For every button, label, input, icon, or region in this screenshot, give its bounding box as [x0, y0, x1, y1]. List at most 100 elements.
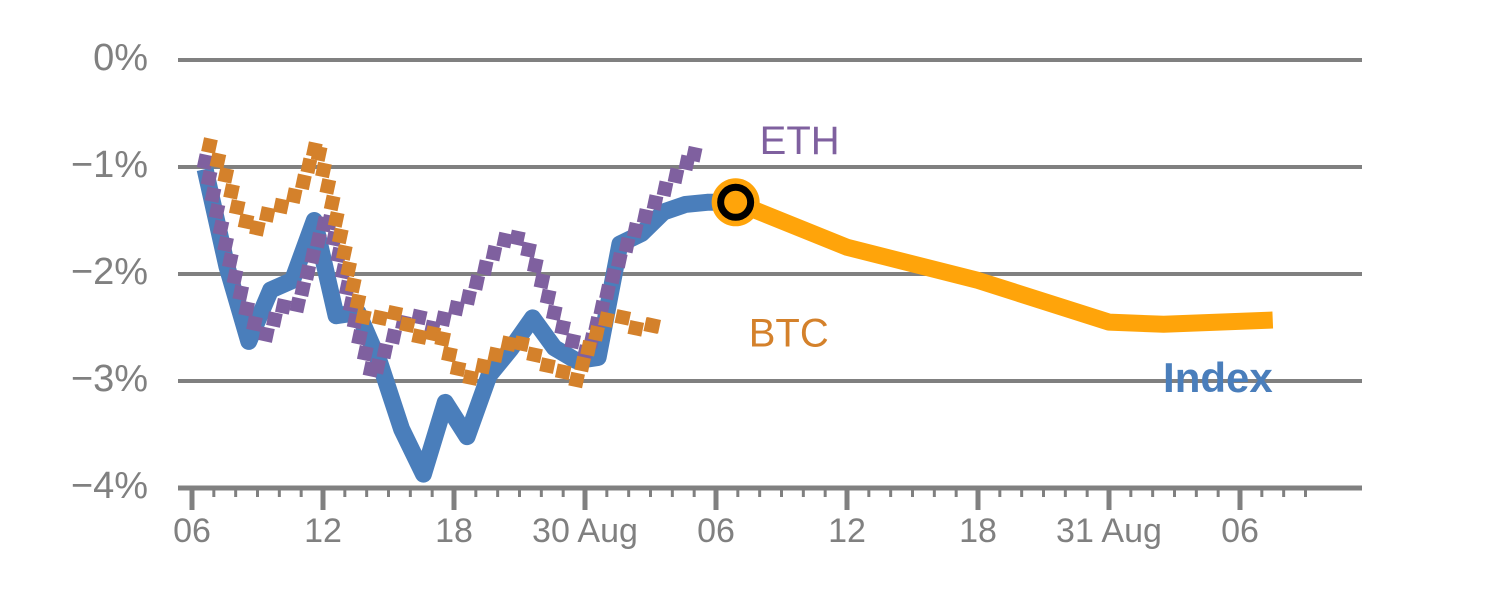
y-axis-tick-labels: 0% −1% −2% −3% −4% [71, 37, 148, 507]
series-dot [349, 293, 367, 310]
series-dot [533, 272, 551, 290]
series-dot [460, 289, 477, 306]
series-dot [299, 264, 316, 281]
series-dot [386, 304, 404, 322]
series-dot [527, 257, 544, 274]
series-dot [539, 357, 556, 374]
y-axis-tick-label: −3% [71, 358, 148, 400]
series-dot [508, 229, 526, 247]
series-dot [496, 231, 514, 249]
series-dot [611, 251, 628, 269]
series-dot [295, 173, 312, 191]
series-dot [200, 169, 218, 187]
series-btc [201, 137, 661, 389]
series-dot [310, 145, 328, 162]
series-dot [323, 194, 341, 212]
series-dot [275, 298, 292, 315]
series-dot [598, 311, 615, 328]
x-axis [178, 485, 1362, 510]
gridlines [178, 58, 1362, 383]
series-dot [474, 357, 492, 375]
series-dot [319, 178, 337, 195]
series-forecast [732, 194, 1274, 333]
x-axis-tick-label: 30 Aug [532, 512, 638, 550]
series-dot [336, 244, 353, 261]
series-dot [223, 183, 240, 200]
series-dot [618, 236, 636, 254]
y-axis-tick-label: −2% [71, 251, 148, 293]
series-dot [369, 358, 386, 375]
series-dot [614, 309, 632, 326]
y-axis-tick-label: −1% [71, 144, 148, 186]
series-dot [526, 346, 543, 364]
series-dot [196, 153, 214, 170]
series-dot [385, 328, 402, 345]
series-dot [289, 296, 307, 314]
y-axis-tick-label: −4% [71, 465, 148, 507]
x-axis-tick-label: 06 [697, 512, 735, 550]
eth-label: ETH [760, 119, 840, 163]
series-dot [208, 202, 226, 220]
data-markers [711, 178, 760, 227]
series-dot [351, 329, 368, 346]
series-dot [258, 206, 276, 223]
series-line [196, 167, 736, 483]
series-dot [399, 316, 416, 334]
series-dot [285, 187, 303, 204]
series-dot [249, 219, 266, 237]
series-dot [272, 197, 290, 215]
series-dot [441, 346, 458, 363]
series-dot [212, 219, 230, 237]
series-dot [644, 317, 661, 334]
x-axis-tick-label: 12 [304, 512, 342, 550]
series-dot [246, 315, 263, 332]
y-axis-tick-label: 0% [93, 37, 148, 79]
series-dot [599, 283, 616, 301]
series-dot [327, 211, 345, 228]
series-dot [554, 319, 571, 336]
x-axis-tick-label: 31 Aug [1056, 512, 1162, 550]
series-dot [574, 355, 591, 373]
x-axis-tick-label: 18 [959, 512, 997, 550]
series-dot [539, 288, 557, 306]
series-dot [340, 260, 357, 278]
series-dot [476, 259, 494, 277]
series-dot [449, 360, 467, 377]
x-axis-tick-label: 06 [173, 512, 211, 550]
series-dot [331, 227, 349, 245]
series-dot [204, 186, 222, 204]
series-dot [315, 161, 332, 179]
series-dot [344, 276, 362, 294]
series-dot [500, 335, 517, 352]
current-value-marker[interactable] [717, 183, 755, 221]
series-dot [217, 167, 235, 184]
x-axis-tick-label: 18 [435, 512, 473, 550]
series-dot [487, 346, 505, 364]
series-dot [468, 274, 486, 291]
series-dot [228, 199, 246, 216]
series-dot [685, 145, 703, 163]
series-dot [604, 267, 622, 285]
series-dot [217, 235, 234, 253]
series-line [732, 194, 1274, 333]
series-dot [294, 280, 312, 298]
btc-label: BTC [749, 312, 829, 356]
series-dot [448, 299, 465, 317]
series-dot [371, 309, 389, 327]
series-dot [355, 308, 372, 326]
series-dot [485, 244, 503, 262]
series-dot [232, 284, 250, 302]
series-dot [226, 268, 244, 286]
series-dot [520, 241, 537, 259]
series-dot [636, 208, 654, 225]
data-series [196, 137, 1274, 483]
series-index [196, 167, 736, 483]
series-dot [580, 339, 597, 357]
series-dot [564, 332, 582, 350]
series-dot [554, 363, 572, 381]
x-axis-tick-label: 06 [1221, 512, 1259, 550]
series-dot [237, 213, 255, 230]
series-dot [434, 330, 451, 348]
series-dot [656, 180, 674, 198]
